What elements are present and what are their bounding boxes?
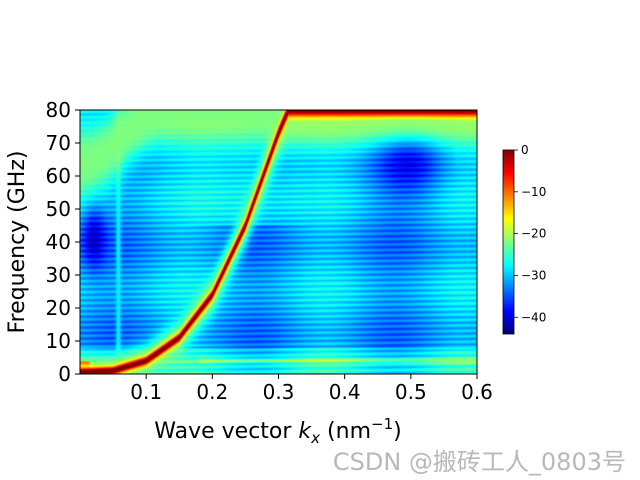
- y-tick-label: 0: [58, 362, 71, 386]
- colorbar-frame: [502, 149, 515, 335]
- y-tick-label: 50: [46, 197, 71, 221]
- colorbar-tick-label: −40: [521, 310, 546, 324]
- heatmap-image: [80, 110, 477, 374]
- y-tick-label: 10: [46, 329, 71, 353]
- colorbar-tick-label: −10: [521, 185, 546, 199]
- y-tick-label: 60: [46, 164, 71, 188]
- x-tick-label: 0.3: [263, 380, 295, 404]
- x-tick-label: 0.6: [461, 380, 493, 404]
- y-tick-label: 30: [46, 263, 71, 287]
- colorbar-gradient: [503, 150, 514, 334]
- y-axis: 0 10 20 30 40 50 60 70 80: [46, 98, 80, 386]
- x-tick-label: 0.2: [196, 380, 228, 404]
- y-axis-title: Frequency (GHz): [5, 151, 30, 334]
- y-tick-label: 80: [46, 98, 71, 122]
- y-tick-label: 20: [46, 296, 71, 320]
- colorbar-tick-label: −20: [521, 227, 546, 241]
- colorbar-tick-label: 0: [521, 143, 529, 157]
- colorbar: 0 −10 −20 −30 −40: [502, 143, 546, 335]
- x-axis: 0.1 0.2 0.3 0.4 0.5 0.6: [130, 374, 493, 404]
- watermark-text: CSDN @搬砖工人_0803号: [332, 448, 626, 476]
- colorbar-tick-label: −30: [521, 268, 546, 282]
- heatmap-plot-area: [79, 109, 478, 375]
- y-tick-label: 70: [46, 131, 71, 155]
- x-axis-title: Wave vector kx (nm−1): [154, 415, 401, 447]
- colorbar-ticks: 0 −10 −20 −30 −40: [514, 143, 546, 324]
- y-tick-label: 40: [46, 230, 71, 254]
- x-tick-label: 0.1: [130, 380, 162, 404]
- x-tick-label: 0.4: [329, 380, 361, 404]
- x-tick-label: 0.5: [395, 380, 427, 404]
